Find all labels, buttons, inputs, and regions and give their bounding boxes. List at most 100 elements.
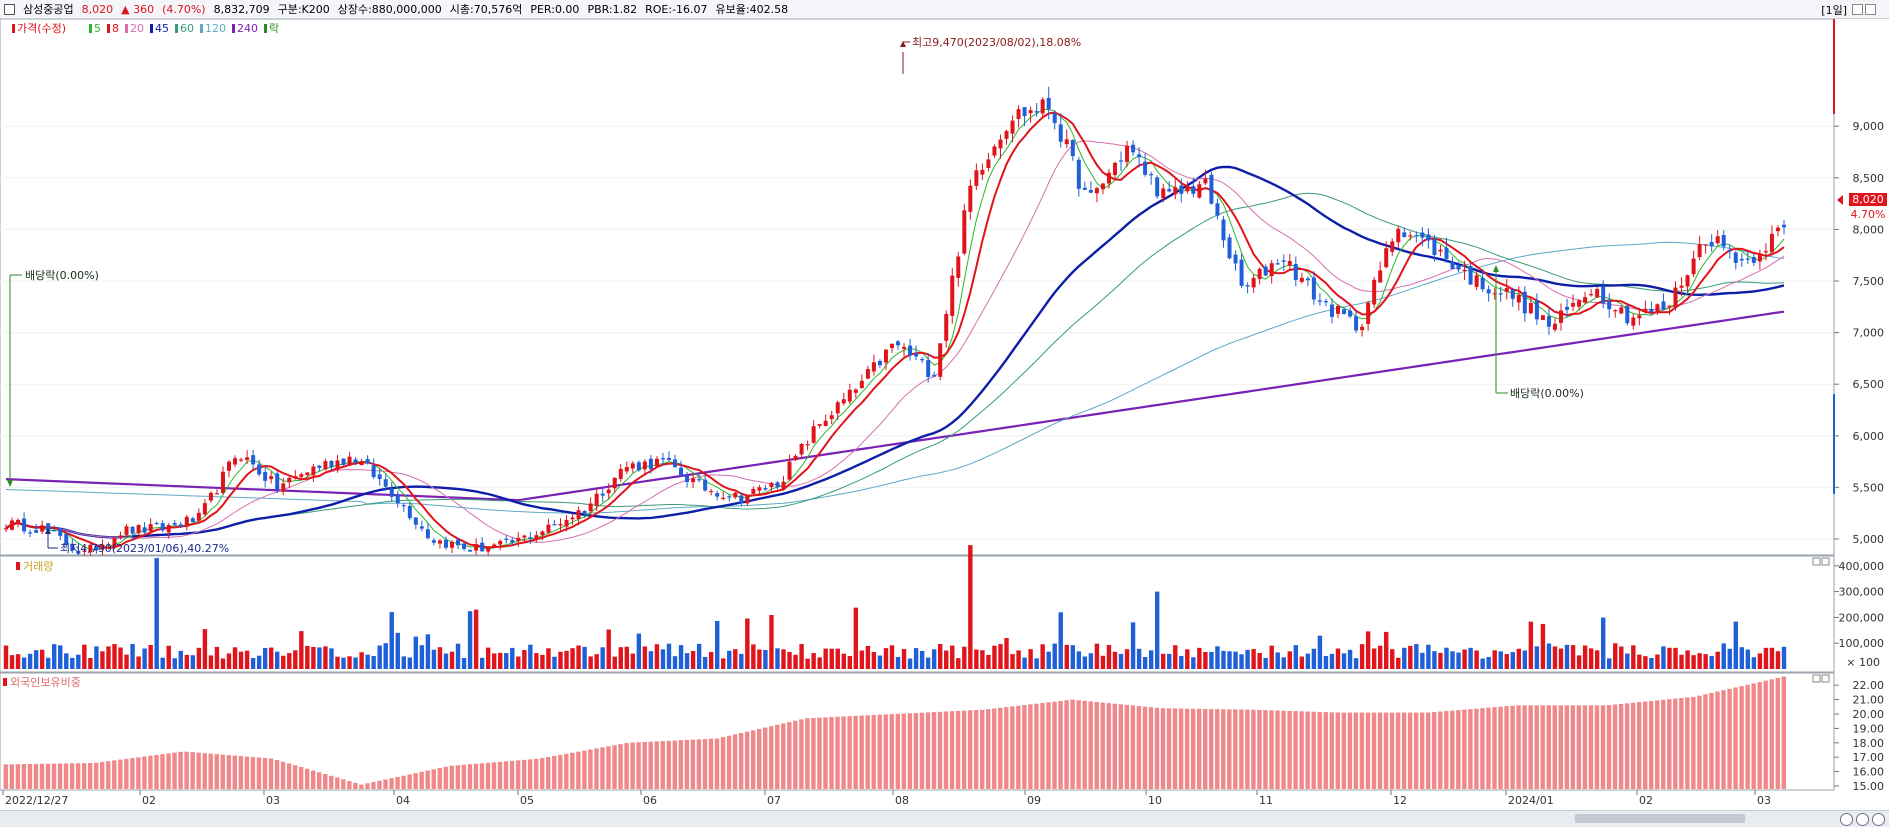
volume-bar (1191, 657, 1196, 669)
foreign-bar (1190, 708, 1196, 789)
foreign-bar (280, 761, 286, 789)
candle-body (498, 540, 503, 545)
foreign-bar (503, 761, 509, 789)
stock-chart[interactable]: 가격(수정) 5 8 20 45 60 120 240 락 최고9,470(2023/08/02… (0, 19, 1889, 809)
foreign-bar (1781, 676, 1786, 789)
volume-bar (1781, 646, 1787, 669)
candle-body (389, 488, 394, 497)
zoom-out-icon[interactable] (1840, 813, 1853, 826)
candle-body (871, 362, 876, 372)
scrollbar-thumb[interactable] (1575, 814, 1745, 823)
foreign-bar (865, 715, 870, 789)
candle-body (679, 467, 684, 476)
horizontal-scrollbar[interactable] (0, 810, 1889, 827)
candle-body (1179, 185, 1184, 194)
candle-body (1028, 110, 1033, 114)
foreign-bar (1106, 703, 1111, 789)
volume-bar (76, 654, 81, 669)
candle-body (1155, 177, 1160, 197)
candle-body (1516, 294, 1521, 303)
candle-body (425, 529, 430, 539)
volume-bar (1432, 651, 1437, 669)
volume-bar (1721, 643, 1726, 669)
volume-bar (1522, 650, 1528, 669)
candle-body (715, 493, 720, 497)
volume-bar (913, 648, 919, 669)
foreign-bar (479, 763, 485, 789)
foreign-bar (1600, 705, 1606, 789)
minimize-icon[interactable] (1852, 4, 1863, 15)
foreign-bar (196, 752, 201, 789)
candle-body (540, 531, 545, 536)
candle-body (1763, 251, 1768, 253)
foreign-tick-label: 22.00 (1853, 679, 1885, 692)
high-label: 최고9,470(2023/08/02),18.08% (912, 36, 1081, 49)
volume-bar (678, 645, 684, 669)
candle-body (293, 476, 298, 478)
candle-body (781, 481, 786, 490)
candle-body (636, 462, 641, 471)
foreign-bar (45, 763, 51, 789)
foreign-bar (1673, 698, 1678, 789)
volume-pane-close-icon[interactable] (1821, 557, 1830, 566)
foreign-bar (449, 765, 455, 789)
foreign-bar (1498, 706, 1503, 789)
volume-bar (498, 652, 503, 669)
legend-label: 240 (237, 22, 258, 35)
checkbox-icon[interactable] (4, 3, 15, 15)
candle-body (522, 535, 527, 538)
volume-bar (1377, 645, 1383, 669)
legend-swatch (107, 24, 110, 33)
volume-bar (835, 648, 840, 669)
volume-bar (931, 649, 937, 669)
foreign-pane-close-icon[interactable] (1821, 674, 1830, 683)
candle-body (624, 467, 629, 472)
foreign-bar (473, 763, 479, 789)
volume-pane-minimize-icon[interactable] (1812, 557, 1821, 566)
zoom-reset-icon[interactable] (1856, 813, 1869, 826)
candle-body (618, 468, 623, 479)
foreign-bar (124, 758, 129, 789)
close-icon[interactable] (1865, 4, 1876, 15)
price-tick-label: 7,000 (1853, 327, 1885, 340)
candle-body (305, 472, 310, 476)
foreign-bar (467, 764, 473, 789)
candle-body (1040, 99, 1045, 114)
volume-bar (534, 653, 539, 669)
volume-bar (702, 656, 708, 669)
price-tick-label: 8,000 (1853, 223, 1885, 236)
volume-bar (727, 650, 732, 669)
candle-body (1384, 248, 1389, 268)
foreign-pane-minimize-icon[interactable] (1812, 674, 1821, 683)
candle-body (154, 523, 159, 525)
volume-bar (1317, 635, 1323, 669)
volume-bar (1655, 654, 1660, 669)
candle-body (908, 345, 913, 356)
period-selector[interactable]: [1일] (1821, 4, 1847, 17)
volume-bar (865, 645, 871, 669)
candle-body (811, 426, 816, 443)
volume-bar (1715, 651, 1720, 669)
volume-bar (1582, 645, 1588, 669)
candle-body (1727, 250, 1732, 252)
foreign-bar (431, 769, 436, 789)
foreign-bar (624, 743, 629, 789)
foreign-bar (636, 742, 641, 789)
candle-body (552, 524, 557, 526)
candle-body (1251, 277, 1256, 288)
zoom-in-icon[interactable] (1872, 813, 1885, 826)
volume-bar (1251, 649, 1256, 669)
candle-body (1643, 308, 1648, 312)
foreign-bar (1064, 700, 1069, 789)
candle-body (1185, 187, 1190, 192)
candle-body (1305, 278, 1310, 281)
volume-bar (1052, 643, 1057, 669)
volume-bar (1727, 648, 1732, 669)
foreign-bar (889, 714, 894, 789)
volume-legend-icon (16, 562, 20, 570)
candle-body (1070, 140, 1075, 157)
candle-body (1390, 241, 1395, 252)
volume-bar (504, 653, 509, 669)
foreign-bar (1697, 695, 1702, 789)
